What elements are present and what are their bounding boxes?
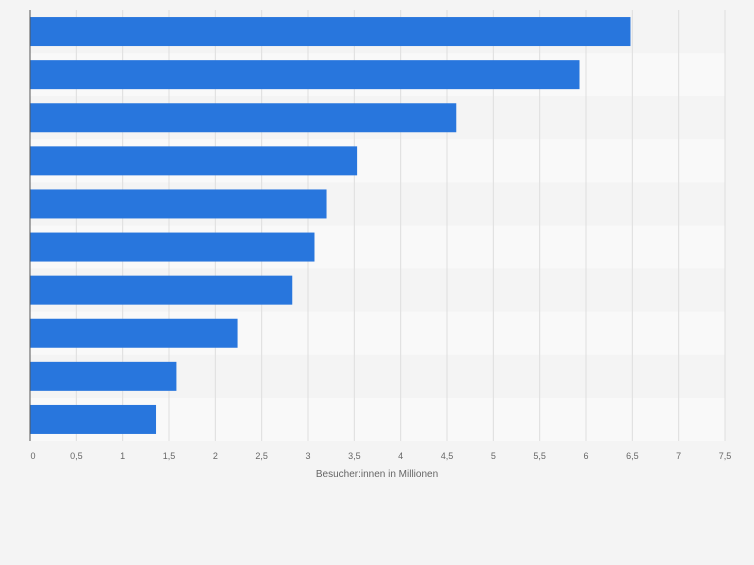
x-axis-title: Besucher:innen in Millionen: [316, 469, 438, 480]
x-tick-label: 1,5: [163, 451, 176, 461]
x-tick-label: 0: [30, 451, 35, 461]
x-tick-label: 4,5: [441, 451, 454, 461]
bar: [30, 189, 327, 219]
x-tick-label: 2: [213, 451, 218, 461]
x-tick-labels: 0 0,5 1 1,5 2 2,5 3 3,5 4 4,5 5 5,5 6 6,5 7 7,5: [30, 451, 731, 461]
x-tick-label: 0,5: [70, 451, 83, 461]
x-tick-label: 3,5: [348, 451, 361, 461]
x-tick-label: 4: [398, 451, 403, 461]
bar: [30, 17, 631, 47]
x-tick-label: 7,5: [719, 451, 732, 461]
x-tick-label: 7: [676, 451, 681, 461]
x-tick-label: 3: [305, 451, 310, 461]
bar: [30, 232, 315, 262]
bar: [30, 146, 358, 176]
x-tick-label: 5: [491, 451, 496, 461]
bar: [30, 275, 293, 305]
x-tick-label: 6: [583, 451, 588, 461]
bar: [30, 318, 238, 348]
bar: [30, 404, 157, 434]
bar: [30, 60, 580, 90]
x-tick-label: 1: [120, 451, 125, 461]
bars: [30, 17, 631, 434]
x-tick-label: 6,5: [626, 451, 639, 461]
x-tick-label: 5,5: [533, 451, 546, 461]
bar: [30, 103, 457, 133]
x-tick-label: 2,5: [255, 451, 268, 461]
bar: [30, 361, 177, 391]
